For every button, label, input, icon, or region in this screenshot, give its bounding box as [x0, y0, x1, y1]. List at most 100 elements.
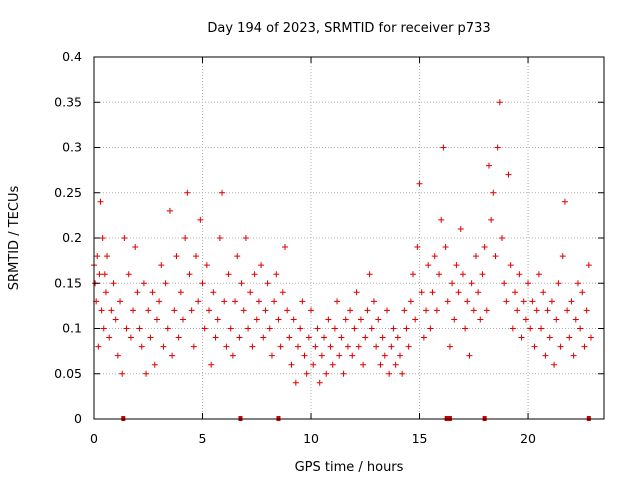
data-point: [470, 307, 477, 314]
data-point: [518, 334, 525, 341]
data-point: [162, 280, 169, 287]
x-axis-label: GPS time / hours: [295, 460, 404, 475]
data-point: [114, 352, 121, 359]
data-point: [349, 352, 356, 359]
chart-title: Day 194 of 2023, SRMTID for receiver p73…: [207, 21, 490, 36]
data-point: [368, 325, 375, 332]
y-tick-label: 0.05: [54, 366, 82, 381]
data-point: [464, 298, 471, 305]
data-point: [355, 343, 362, 350]
data-point: [507, 262, 514, 269]
data-point: [449, 280, 456, 287]
data-point: [340, 370, 347, 377]
data-point: [284, 307, 291, 314]
data-point: [438, 216, 445, 223]
data-point: [499, 235, 505, 241]
data-point: [423, 307, 430, 314]
data-point: [175, 334, 182, 341]
data-point: [466, 352, 473, 359]
data-point: [394, 334, 401, 341]
data-point: [457, 225, 464, 232]
data-point: [255, 298, 262, 305]
data-point: [390, 325, 397, 332]
data-point: [570, 352, 577, 359]
data-point: [100, 325, 107, 332]
data-point: [201, 325, 208, 332]
data-point: [522, 316, 529, 323]
data-point: [512, 289, 519, 296]
data-point: [123, 325, 130, 332]
data-point: [312, 343, 319, 350]
data-point: [351, 325, 358, 332]
data-point: [110, 280, 117, 287]
y-tick-label: 0.3: [62, 140, 82, 155]
data-points: [91, 99, 594, 386]
data-point: [531, 343, 538, 350]
data-point: [134, 289, 141, 296]
data-point: [334, 298, 341, 305]
data-point: [414, 244, 421, 251]
data-point: [407, 298, 414, 305]
data-point: [574, 280, 581, 287]
data-point: [104, 253, 111, 260]
data-point: [101, 271, 108, 278]
data-point: [399, 370, 406, 377]
data-point: [277, 343, 284, 350]
data-point: [138, 343, 145, 350]
data-point: [288, 361, 295, 368]
data-point: [236, 334, 243, 341]
data-point: [158, 262, 165, 269]
data-point: [95, 343, 102, 350]
data-point: [258, 262, 265, 269]
data-point: [125, 271, 132, 278]
data-point: [292, 379, 299, 386]
data-point: [353, 289, 360, 296]
data-point: [140, 280, 147, 287]
data-point: [203, 262, 210, 269]
data-point: [96, 271, 103, 278]
data-point: [386, 370, 393, 377]
data-point: [305, 334, 312, 341]
data-point: [377, 361, 384, 368]
data-point: [219, 189, 226, 196]
data-point: [416, 180, 423, 187]
data-point: [401, 307, 408, 314]
data-point: [568, 298, 575, 305]
data-point: [268, 352, 275, 359]
data-point: [197, 216, 204, 223]
data-point: [195, 298, 202, 305]
data-point: [301, 352, 308, 359]
data-point: [264, 280, 271, 287]
data-point: [533, 307, 540, 314]
x-tick-label: 0: [90, 431, 98, 446]
data-point: [318, 352, 325, 359]
data-point: [459, 271, 466, 278]
data-point: [357, 316, 364, 323]
data-point: [251, 271, 258, 278]
data-point: [112, 316, 119, 323]
data-point: [336, 352, 343, 359]
data-point: [271, 298, 278, 305]
data-point: [360, 361, 367, 368]
data-point: [225, 271, 232, 278]
data-point: [303, 370, 310, 377]
data-point: [193, 253, 199, 260]
data-point: [483, 307, 490, 314]
x-tick-label: 15: [412, 431, 428, 446]
data-point: [329, 361, 336, 368]
data-point: [179, 316, 186, 323]
data-point: [275, 316, 282, 323]
data-point: [216, 235, 223, 241]
data-point: [260, 334, 267, 341]
data-point: [370, 298, 377, 305]
data-point: [160, 343, 167, 350]
data-point: [468, 280, 475, 287]
data-point: [505, 171, 512, 178]
y-tick-label: 0: [74, 411, 82, 426]
data-point: [342, 316, 349, 323]
data-point: [130, 307, 137, 314]
data-point: [433, 307, 440, 314]
data-point: [97, 198, 104, 205]
data-point: [494, 144, 501, 151]
data-point: [364, 307, 371, 314]
